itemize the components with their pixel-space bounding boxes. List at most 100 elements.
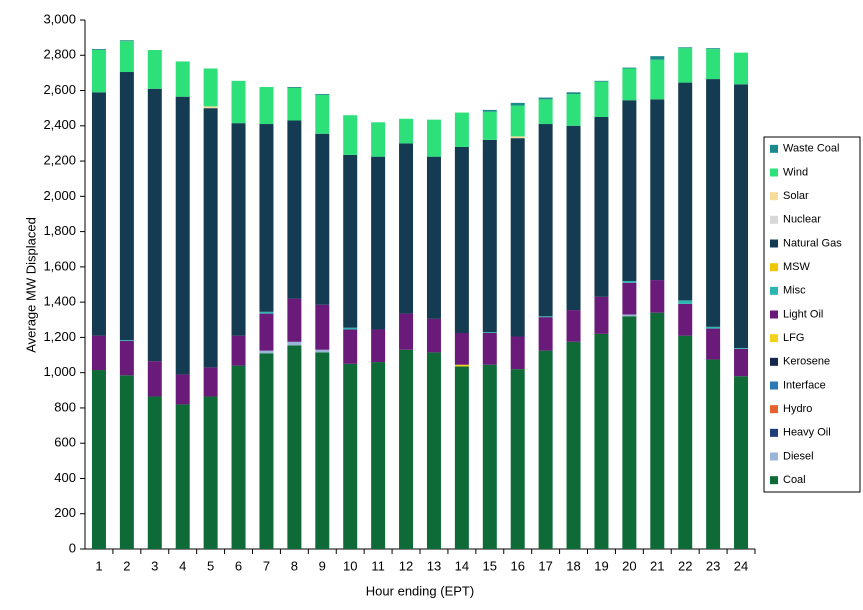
legend-label: Light Oil <box>783 308 823 320</box>
legend-swatch <box>770 452 778 461</box>
bar-segment <box>650 56 665 60</box>
bar-segment <box>678 303 693 336</box>
bar-segment <box>678 300 693 304</box>
bar-segment <box>622 280 637 283</box>
legend-label: Interface <box>783 379 826 391</box>
bar-segment <box>538 350 553 549</box>
y-tick-label: 200 <box>54 505 76 520</box>
legend-swatch <box>770 405 778 414</box>
bar-segment <box>203 367 218 397</box>
bar-segment <box>426 352 441 549</box>
bar-segment <box>91 92 106 336</box>
bar-segment <box>119 375 134 549</box>
bar-segment <box>706 359 721 549</box>
y-tick-label: 3,000 <box>43 11 76 26</box>
bar-segment <box>650 280 665 313</box>
bar-segment <box>650 99 665 281</box>
bar-segment <box>259 313 274 351</box>
legend-label: Kerosene <box>783 356 830 368</box>
bar-segment <box>706 328 721 360</box>
y-tick-label: 1,200 <box>43 329 76 344</box>
x-tick-label: 5 <box>207 558 214 573</box>
bar-segment <box>706 79 721 327</box>
bar-segment <box>622 282 637 315</box>
bar-segment <box>482 332 497 333</box>
bar-segment <box>147 361 162 397</box>
bar-segment <box>371 362 386 549</box>
bar-segment <box>231 335 246 366</box>
legend-box <box>763 136 861 493</box>
bar-segment <box>399 143 414 314</box>
y-tick-label: 2,400 <box>43 117 76 132</box>
bar-segment <box>287 120 302 299</box>
legend-label: Misc <box>783 285 806 297</box>
y-tick-label: 1,600 <box>43 258 76 273</box>
bar-segment <box>426 119 441 157</box>
legend-swatch <box>770 144 778 153</box>
bar-segment <box>454 332 469 365</box>
x-tick-label: 8 <box>291 558 298 573</box>
bar-segment <box>147 49 162 89</box>
legend-swatch <box>770 239 778 248</box>
bar-segment <box>510 105 525 137</box>
bar-segment <box>231 123 246 336</box>
bar-segment <box>482 139 497 333</box>
x-tick-label: 16 <box>510 558 524 573</box>
bar-segment <box>622 68 637 101</box>
legend-label: LFG <box>783 332 804 344</box>
bar-segment <box>175 96 190 375</box>
bar-segment <box>231 80 246 124</box>
bar-segment <box>594 333 609 549</box>
x-tick-label: 11 <box>371 558 385 573</box>
bar-segment <box>622 314 637 317</box>
bar-segment <box>510 136 525 139</box>
bar-segment <box>175 404 190 549</box>
bar-segment <box>566 125 581 311</box>
legend-swatch <box>770 215 778 224</box>
legend-label: Nuclear <box>783 214 821 226</box>
y-tick-label: 2,800 <box>43 47 76 62</box>
bar-segment <box>91 335 106 371</box>
bar-segment <box>482 109 497 112</box>
bar-segment <box>594 296 609 334</box>
y-tick-label: 800 <box>54 399 76 414</box>
bar-segment <box>287 87 302 88</box>
bar-segment <box>315 352 330 549</box>
x-tick-label: 7 <box>263 558 270 573</box>
bar-segment <box>454 112 469 147</box>
bar-segment <box>343 154 358 328</box>
y-tick-label: 0 <box>69 540 76 555</box>
x-axis-label: Hour ending (EPT) <box>366 583 474 598</box>
bar-segment <box>454 366 469 549</box>
x-tick-label: 13 <box>427 558 441 573</box>
bar-segment <box>510 336 525 370</box>
bar-segment <box>259 311 274 314</box>
legend-swatch <box>770 192 778 201</box>
y-tick-label: 2,200 <box>43 153 76 168</box>
y-tick-label: 400 <box>54 470 76 485</box>
x-tick-label: 3 <box>151 558 158 573</box>
bar-segment <box>482 332 497 365</box>
bar-segment <box>538 317 553 351</box>
bar-segment <box>287 341 302 346</box>
legend-swatch <box>770 357 778 366</box>
bar-segment <box>343 363 358 549</box>
bar-segment <box>538 124 553 317</box>
legend-label: Wind <box>783 166 808 178</box>
bar-segment <box>203 106 218 109</box>
legend-label: Solar <box>783 190 809 202</box>
bar-segment <box>91 370 106 549</box>
bar-segment <box>734 348 749 377</box>
bar-segment <box>343 329 358 364</box>
legend-label: Natural Gas <box>783 237 842 249</box>
bar-segment <box>734 52 749 85</box>
bar-segment <box>315 304 330 350</box>
x-tick-label: 4 <box>179 558 186 573</box>
bar-segment <box>287 298 302 342</box>
bar-segment <box>119 72 134 341</box>
y-tick-label: 1,000 <box>43 364 76 379</box>
bar-segment <box>371 156 386 330</box>
x-tick-label: 1 <box>95 558 102 573</box>
